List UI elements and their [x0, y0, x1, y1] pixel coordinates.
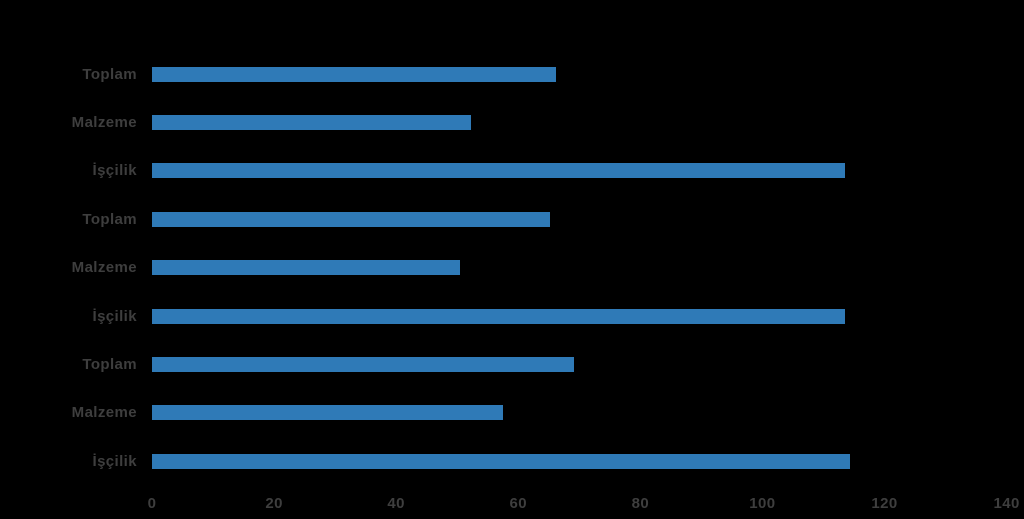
x-tick-label: 60 [509, 495, 527, 512]
category-label: Toplam [82, 65, 137, 83]
x-tick-label: 80 [631, 495, 650, 512]
bar [152, 453, 850, 469]
category-label: Malzeme [71, 113, 137, 131]
category-label: Malzeme [71, 259, 137, 277]
x-tick-label: 140 [993, 495, 1020, 512]
bar [152, 356, 575, 372]
x-tick-label: 40 [387, 495, 405, 512]
x-tick-label: 0 [147, 495, 157, 512]
bar [152, 163, 845, 179]
category-label: Toplam [82, 210, 137, 228]
x-tick-label: 100 [749, 495, 776, 512]
bar [152, 405, 503, 421]
x-tick-label: 20 [265, 495, 283, 512]
category-label: İşçilik [92, 162, 137, 180]
x-tick-label: 120 [871, 495, 898, 512]
category-label: İşçilik [92, 307, 137, 325]
bar [152, 114, 472, 130]
bar [152, 211, 550, 227]
bar [152, 308, 845, 324]
category-label: Toplam [82, 355, 137, 373]
bar [152, 260, 461, 276]
category-label: Malzeme [71, 404, 137, 422]
bar [152, 66, 557, 82]
category-label: İşçilik [92, 452, 137, 470]
